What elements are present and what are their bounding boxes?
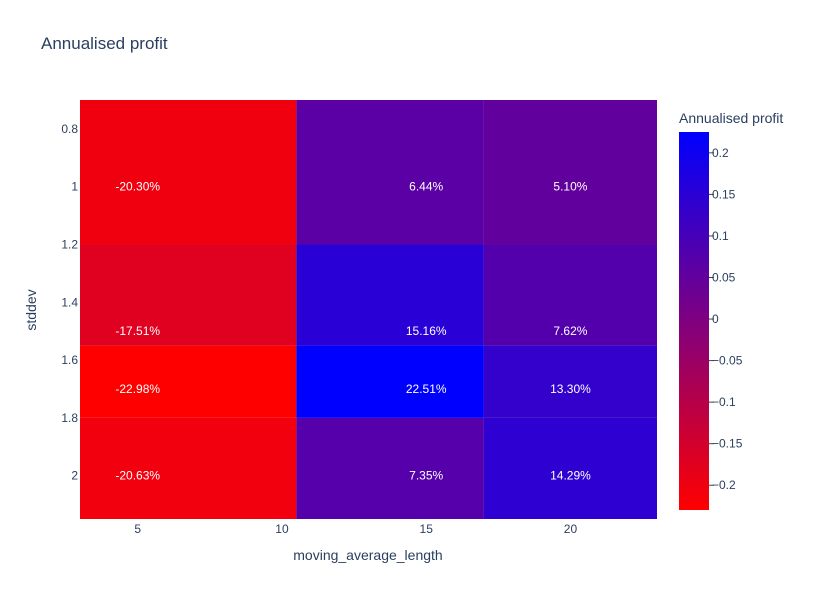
x-tick-label: 20 — [564, 522, 578, 536]
y-tick-label: 1 — [71, 180, 78, 194]
heatmap-cells — [80, 100, 657, 519]
cell-value-label: -20.30% — [115, 180, 160, 194]
colorbar-title: Annualised profit — [679, 110, 783, 126]
cell-value-label: -17.51% — [115, 324, 160, 338]
colorbar-tick-label: −0.1 — [712, 395, 736, 409]
heatmap-cell — [296, 244, 484, 346]
x-axis-ticks: 5 10 15 20 — [134, 522, 577, 536]
cell-value-label: 15.16% — [406, 324, 447, 338]
y-axis-title: stddev — [23, 289, 39, 330]
heatmap-cell — [483, 345, 657, 418]
x-tick-label: 15 — [420, 522, 434, 536]
cell-value-label: 14.29% — [550, 469, 591, 483]
heatmap-cell — [296, 100, 484, 245]
heatmap-cell — [483, 100, 657, 245]
cell-value-label: 13.30% — [550, 382, 591, 396]
y-axis-ticks: 0.8 1 1.2 1.4 1.6 1.8 2 — [61, 122, 78, 483]
heatmap-cell — [296, 417, 484, 519]
colorbar-tick-label: 0 — [712, 312, 719, 326]
heatmap-cell — [483, 244, 657, 346]
chart-title: Annualised profit — [41, 34, 168, 53]
colorbar-tick-label: 0.1 — [712, 229, 729, 243]
x-tick-label: 10 — [275, 522, 289, 536]
heatmap-cell — [80, 100, 297, 245]
cell-value-label: 5.10% — [553, 180, 587, 194]
colorbar-tick-label: 0.15 — [712, 187, 736, 201]
heatmap-cell — [483, 417, 657, 519]
heatmap-cell — [296, 345, 484, 418]
heatmap-cell — [80, 244, 297, 346]
cell-value-label: 6.44% — [409, 180, 443, 194]
y-tick-label: 1.2 — [61, 237, 78, 251]
cell-value-label: -22.98% — [115, 382, 160, 396]
x-axis-title: moving_average_length — [293, 547, 442, 563]
cell-value-label: 7.35% — [409, 469, 443, 483]
cell-value-label: 7.62% — [553, 324, 587, 338]
colorbar-ticks: 0.2 0.15 0.1 0.05 0 −0.05 −0.1 −0.15 −0.2 — [709, 146, 743, 492]
colorbar-tick-label: −0.2 — [712, 478, 736, 492]
y-tick-label: 0.8 — [61, 122, 78, 136]
y-tick-label: 1.8 — [61, 411, 78, 425]
heatmap-cell — [80, 417, 297, 519]
colorbar-tick-label: 0.2 — [712, 146, 729, 160]
heatmap-cell-labels: -20.30% 6.44% 5.10% -17.51% 15.16% 7.62% -22.9… — [115, 180, 591, 483]
colorbar-tick-label: −0.15 — [712, 437, 743, 451]
colorbar-tick-label: 0.05 — [712, 270, 736, 284]
colorbar-tick-label: −0.05 — [712, 354, 743, 368]
y-tick-label: 1.4 — [61, 295, 78, 309]
colorbar-gradient — [679, 132, 709, 510]
cell-value-label: 22.51% — [406, 382, 447, 396]
x-tick-label: 5 — [134, 522, 141, 536]
heatmap-cell — [80, 345, 297, 418]
cell-value-label: -20.63% — [115, 469, 160, 483]
colorbar: Annualised profit 0.2 0.15 0.1 0.05 0 −0.05 −0… — [679, 110, 783, 510]
y-tick-label: 1.6 — [61, 353, 78, 367]
y-tick-label: 2 — [71, 469, 78, 483]
